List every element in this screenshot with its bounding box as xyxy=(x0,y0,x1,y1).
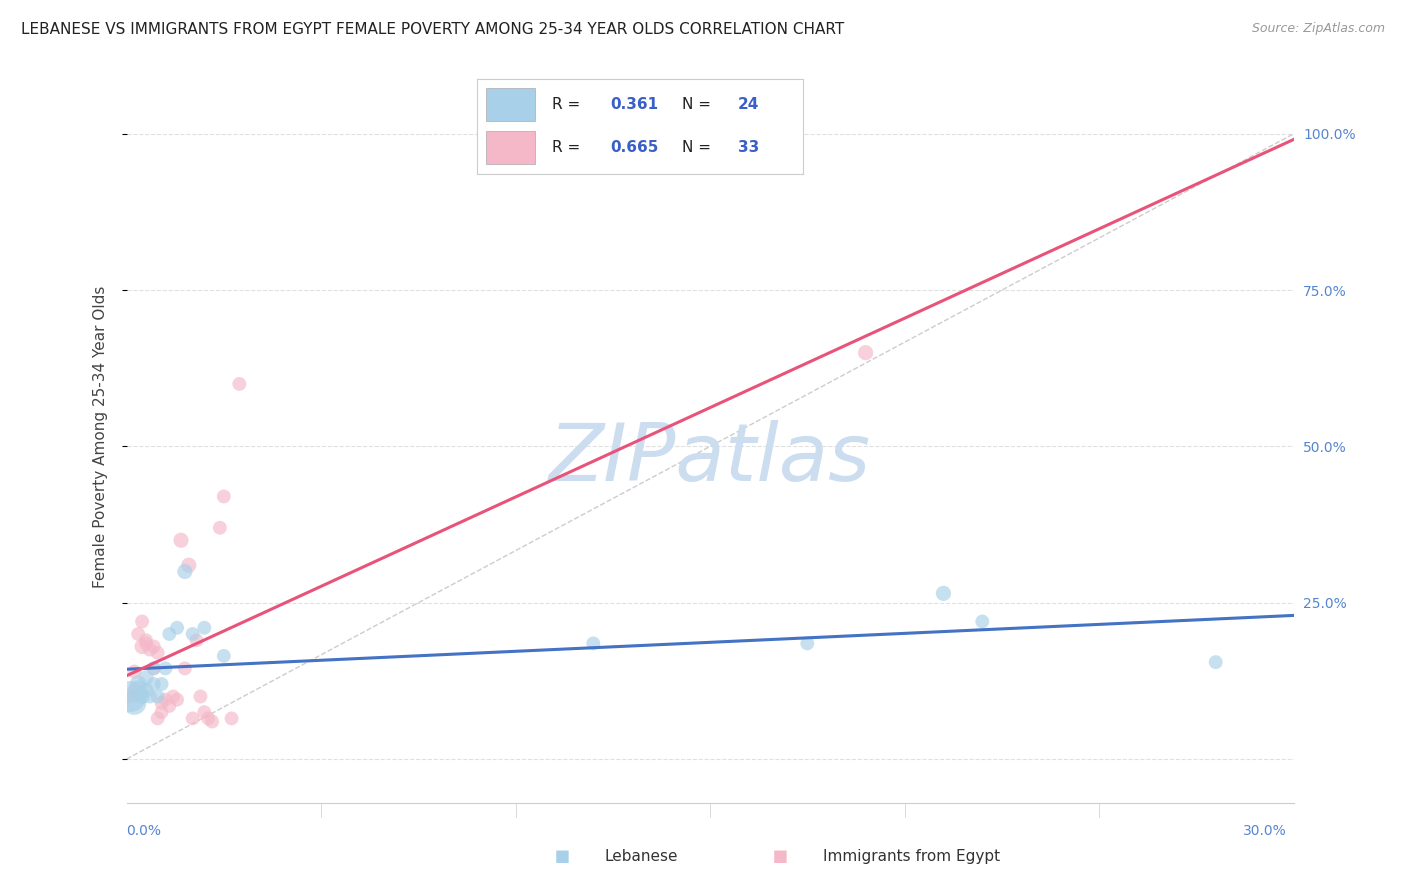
Point xyxy=(166,621,188,635)
Point xyxy=(127,683,149,698)
Point xyxy=(131,615,153,629)
Point xyxy=(124,665,146,679)
Point xyxy=(150,705,173,719)
Point xyxy=(181,627,204,641)
Point xyxy=(135,671,157,685)
Text: ▪: ▪ xyxy=(772,845,789,868)
Point xyxy=(170,533,193,548)
Point xyxy=(201,714,224,729)
Point xyxy=(142,677,165,691)
Point xyxy=(162,690,184,704)
Point xyxy=(120,690,142,704)
Point xyxy=(131,690,153,704)
Y-axis label: Female Poverty Among 25-34 Year Olds: Female Poverty Among 25-34 Year Olds xyxy=(93,286,108,588)
Point xyxy=(932,586,955,600)
Point xyxy=(155,661,177,675)
Point xyxy=(174,661,197,675)
Point xyxy=(193,705,215,719)
Text: Source: ZipAtlas.com: Source: ZipAtlas.com xyxy=(1251,22,1385,36)
Point xyxy=(157,627,180,641)
Text: LEBANESE VS IMMIGRANTS FROM EGYPT FEMALE POVERTY AMONG 25-34 YEAR OLDS CORRELATI: LEBANESE VS IMMIGRANTS FROM EGYPT FEMALE… xyxy=(21,22,845,37)
Point xyxy=(131,640,153,654)
Point xyxy=(139,642,162,657)
Point xyxy=(212,490,235,504)
Point xyxy=(150,696,173,710)
Point xyxy=(124,696,146,710)
Point xyxy=(197,711,219,725)
Point xyxy=(142,640,165,654)
Point xyxy=(582,636,605,650)
Point xyxy=(146,690,169,704)
Text: Lebanese: Lebanese xyxy=(605,849,678,863)
Point xyxy=(221,711,243,725)
Point xyxy=(127,677,149,691)
Point xyxy=(228,376,250,391)
Point xyxy=(150,677,173,691)
Point xyxy=(124,683,146,698)
Point xyxy=(181,711,204,725)
Point xyxy=(186,633,208,648)
Text: 0.0%: 0.0% xyxy=(127,824,162,838)
Text: 30.0%: 30.0% xyxy=(1243,824,1286,838)
Text: ▪: ▪ xyxy=(554,845,571,868)
Point xyxy=(155,692,177,706)
Point xyxy=(120,690,142,704)
Point xyxy=(157,698,180,713)
Point xyxy=(212,648,235,663)
Point xyxy=(146,711,169,725)
Point xyxy=(190,690,212,704)
Point xyxy=(193,621,215,635)
Point xyxy=(146,646,169,660)
Point xyxy=(174,565,197,579)
Point xyxy=(142,661,165,675)
Point xyxy=(142,661,165,675)
Point xyxy=(855,345,877,359)
Point xyxy=(208,521,231,535)
Point xyxy=(135,683,157,698)
Point xyxy=(127,627,149,641)
Point xyxy=(166,692,188,706)
Point xyxy=(177,558,200,573)
Point xyxy=(135,633,157,648)
Point xyxy=(1205,655,1227,669)
Point xyxy=(139,690,162,704)
Text: ZIPatlas: ZIPatlas xyxy=(548,420,872,498)
Text: Immigrants from Egypt: Immigrants from Egypt xyxy=(823,849,1000,863)
Point xyxy=(972,615,994,629)
Point xyxy=(135,636,157,650)
Point xyxy=(796,636,818,650)
